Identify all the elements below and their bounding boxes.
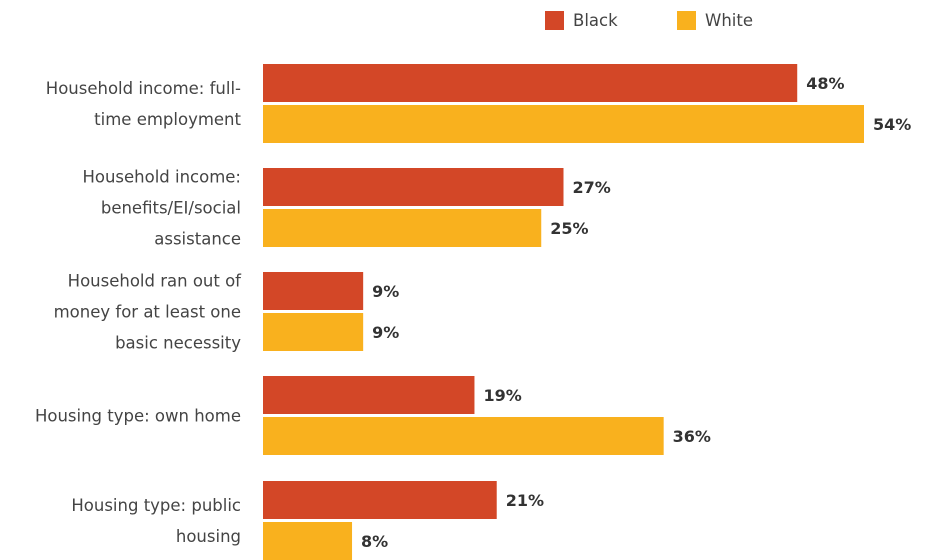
data-label-black: 21% <box>506 491 544 510</box>
data-label-black: 9% <box>372 282 399 301</box>
bar-white <box>263 105 864 143</box>
category-label-line: time employment <box>94 110 241 129</box>
legend-swatch-white <box>677 11 696 30</box>
legend-swatch-black <box>545 11 564 30</box>
category-label-line: housing <box>176 527 241 546</box>
bar-white <box>263 209 542 247</box>
category-label-line: basic necessity <box>115 334 241 353</box>
category-label-line: Household ran out of <box>68 272 243 291</box>
category-label-line: assistance <box>154 230 241 249</box>
data-label-black: 27% <box>573 178 611 197</box>
data-label-white: 36% <box>673 427 711 446</box>
category-label-line: benefits/EI/social <box>101 199 241 218</box>
bar-black <box>263 376 475 414</box>
legend-label-white: White <box>705 11 753 30</box>
bar-black <box>263 168 564 206</box>
data-label-black: 19% <box>483 386 521 405</box>
category-label: Household ran out of money for at least o… <box>54 272 243 353</box>
category-label-line: money for at least one <box>54 303 241 322</box>
category-label: Housing type: own home <box>35 407 241 426</box>
data-label-white: 25% <box>550 219 588 238</box>
category-label-line: Housing type: public <box>71 496 241 515</box>
legend: Black White <box>545 11 753 30</box>
bar-black <box>263 272 364 310</box>
data-label-white: 9% <box>372 323 399 342</box>
bar-white <box>263 417 664 455</box>
category-label: Household income: benefits/EI/social assis… <box>82 168 241 249</box>
plot-area: Household income: full-time employment 48… <box>35 64 911 560</box>
category-label-line: Household income: full- <box>46 79 241 98</box>
category-label-line: Housing type: own home <box>35 407 241 426</box>
bar-white <box>263 313 364 351</box>
data-label-white: 54% <box>873 115 911 134</box>
bar-white <box>263 522 353 560</box>
category-label: Household income: full-time employment <box>46 79 242 129</box>
bar-black <box>263 481 497 519</box>
data-label-white: 8% <box>361 532 388 551</box>
legend-label-black: Black <box>573 11 618 30</box>
bar-black <box>263 64 798 102</box>
category-label-line: Household income: <box>82 168 241 187</box>
data-label-black: 48% <box>806 74 844 93</box>
category-label: Housing type: public housing <box>71 496 241 546</box>
